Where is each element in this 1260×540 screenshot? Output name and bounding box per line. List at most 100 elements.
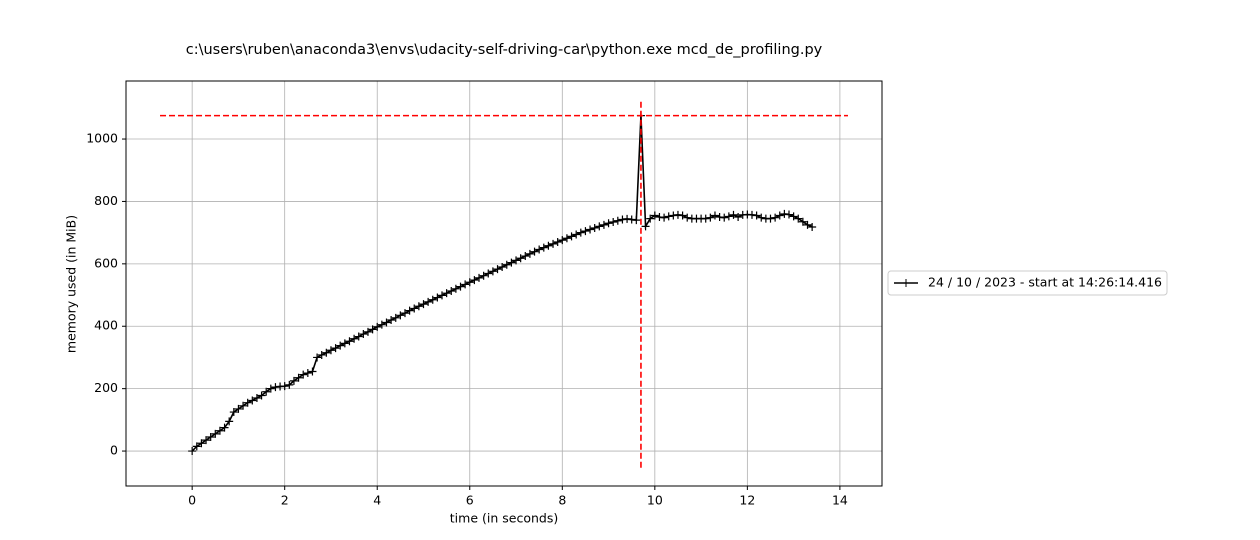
data-marker (229, 408, 238, 417)
data-marker (562, 234, 571, 243)
x-tick-label: 14 (832, 493, 848, 508)
data-marker (220, 423, 229, 432)
data-marker (299, 370, 308, 379)
x-tick-label: 8 (558, 493, 566, 508)
data-line (191, 115, 813, 452)
data-marker (678, 211, 687, 220)
data-marker (572, 230, 581, 239)
data-marker (262, 387, 271, 396)
data-marker (414, 302, 423, 311)
data-marker (747, 210, 756, 219)
data-marker (710, 211, 719, 220)
y-tick-label: 1000 (86, 131, 118, 146)
data-marker (350, 334, 359, 343)
data-marker (461, 280, 470, 289)
data-marker (419, 300, 428, 309)
data-marker (627, 215, 636, 224)
data-marker (456, 282, 465, 291)
data-marker (646, 214, 655, 223)
data-marker (586, 225, 595, 234)
data-marker (479, 271, 488, 280)
data-marker (405, 306, 414, 315)
data-marker (197, 439, 206, 448)
data-marker (206, 433, 215, 442)
data-marker (581, 227, 590, 236)
data-marker (382, 318, 391, 327)
data-marker (387, 316, 396, 325)
data-marker (428, 295, 437, 304)
data-marker (400, 309, 409, 318)
data-marker (530, 247, 539, 256)
data-marker (734, 213, 743, 222)
data-marker (599, 220, 608, 229)
data-marker (553, 238, 562, 247)
data-marker (359, 330, 368, 339)
data-marker (775, 211, 784, 220)
data-marker (493, 265, 502, 274)
data-marker (308, 367, 317, 376)
data-marker (609, 218, 618, 227)
x-tick-label: 10 (647, 493, 663, 508)
data-marker (539, 243, 548, 252)
x-tick-label: 0 (188, 493, 196, 508)
y-tick-label: 0 (110, 443, 118, 458)
data-marker (340, 339, 349, 348)
data-marker (451, 284, 460, 293)
data-marker (257, 391, 266, 400)
data-marker (558, 236, 567, 245)
x-tick-label: 12 (739, 493, 755, 508)
y-tick-label: 800 (94, 193, 118, 208)
x-tick-label: 6 (466, 493, 474, 508)
y-tick-label: 400 (94, 318, 118, 333)
y-axis-label: memory used (in MiB) (64, 215, 79, 353)
data-marker (502, 260, 511, 269)
data-marker (655, 213, 664, 222)
data-marker (720, 213, 729, 222)
data-marker (604, 219, 613, 228)
y-tick-label: 200 (94, 380, 118, 395)
data-marker (285, 380, 294, 389)
data-marker (771, 213, 780, 222)
data-marker (317, 350, 326, 359)
data-marker (470, 276, 479, 285)
data-marker (234, 404, 243, 413)
data-marker (595, 222, 604, 231)
data-marker (225, 417, 234, 426)
data-marker (289, 376, 298, 385)
data-marker (808, 223, 817, 232)
data-marker (576, 228, 585, 237)
data-marker (512, 256, 521, 265)
data-marker (280, 382, 289, 391)
data-marker (336, 341, 345, 350)
data-marker (424, 297, 433, 306)
legend-label: 24 / 10 / 2023 - start at 14:26:14.416 (928, 275, 1162, 290)
data-marker (618, 215, 627, 224)
data-marker (202, 436, 211, 445)
data-marker (465, 278, 474, 287)
y-tick-label: 600 (94, 255, 118, 270)
data-marker (660, 213, 669, 222)
data-marker (650, 211, 659, 220)
data-marker (252, 394, 261, 403)
data-marker (294, 373, 303, 382)
data-marker (331, 344, 340, 353)
data-marker (211, 429, 220, 438)
data-marker (377, 320, 386, 329)
data-marker (798, 217, 807, 226)
data-marker (706, 213, 715, 222)
data-marker (438, 291, 447, 300)
data-marker (447, 286, 456, 295)
data-marker (752, 211, 761, 220)
data-marker (313, 353, 322, 362)
data-marker (729, 210, 738, 219)
data-marker (391, 313, 400, 322)
data-marker (785, 210, 794, 219)
data-marker (590, 223, 599, 232)
data-marker (433, 293, 442, 302)
data-marker (766, 214, 775, 223)
legend-marker (902, 279, 910, 287)
data-marker (567, 232, 576, 241)
data-marker (544, 241, 553, 250)
data-marker (188, 447, 197, 456)
